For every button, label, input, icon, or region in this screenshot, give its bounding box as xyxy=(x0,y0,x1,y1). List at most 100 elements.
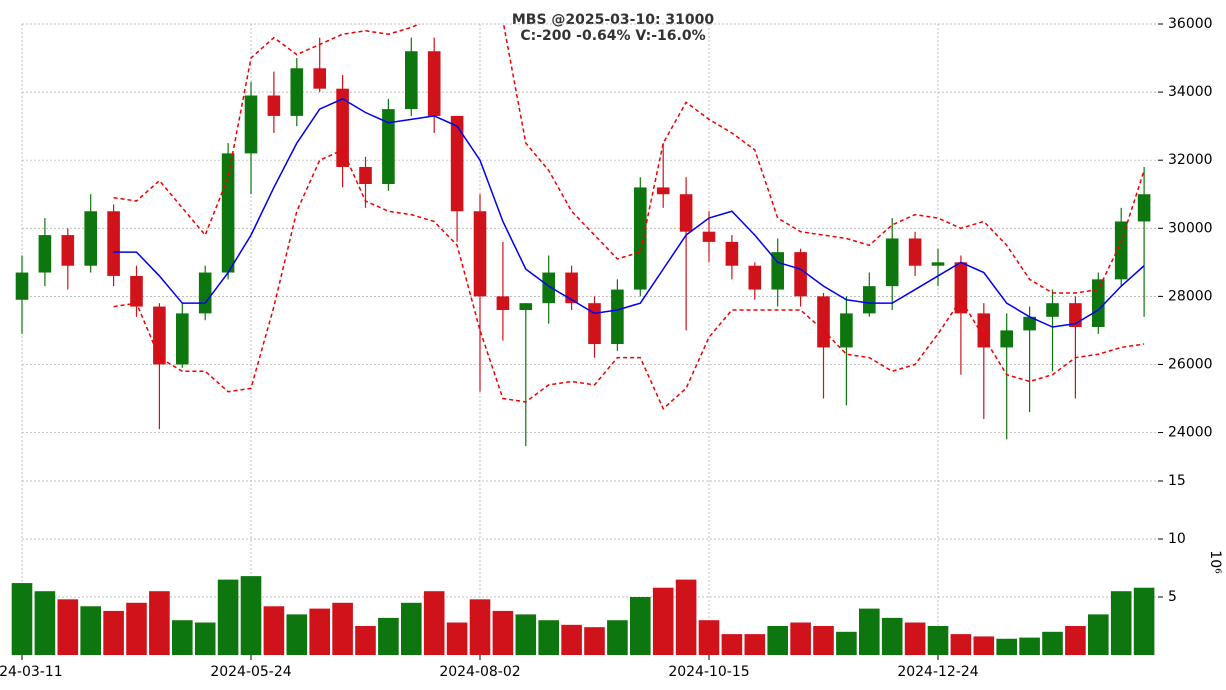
volume-axis-label: 10⁶ xyxy=(1207,550,1223,574)
y-tick-label: 26000 xyxy=(1168,356,1213,372)
volume-bar xyxy=(1087,614,1109,655)
candle-body xyxy=(840,313,853,348)
candle-body xyxy=(1137,194,1151,222)
volume-bar xyxy=(1042,631,1063,655)
volume-bar xyxy=(629,597,651,655)
volume-bar xyxy=(217,579,239,655)
volume-bar xyxy=(469,599,491,655)
candle-body xyxy=(221,153,235,273)
candle-body xyxy=(1023,316,1036,331)
volume-bar xyxy=(286,614,308,655)
volume-bar xyxy=(561,624,582,655)
volume-bar xyxy=(584,627,605,655)
candle-body xyxy=(84,211,97,266)
candle-body xyxy=(427,51,441,116)
candle-body xyxy=(817,296,830,348)
volume-bar xyxy=(721,634,743,655)
candle-body xyxy=(176,313,189,365)
candle-body xyxy=(61,235,75,266)
candle-body xyxy=(725,241,739,266)
x-tick-label: 2024-10-15 xyxy=(668,664,749,680)
volume-bar xyxy=(767,626,789,655)
candle-body xyxy=(290,68,304,116)
volume-bar xyxy=(858,608,880,655)
candle-body xyxy=(267,95,281,116)
y-tick-label: 30000 xyxy=(1168,220,1213,236)
candle-body xyxy=(679,194,693,232)
candle-body xyxy=(130,275,143,307)
candle-body xyxy=(107,211,120,276)
y-tick-label: 32000 xyxy=(1168,152,1213,168)
candle-body xyxy=(634,187,647,290)
volume-bar xyxy=(34,591,56,655)
volume-bar xyxy=(813,626,834,655)
volume-bar xyxy=(400,602,422,655)
candle-body xyxy=(931,262,945,266)
volume-bar xyxy=(194,622,216,655)
candle-body xyxy=(588,303,601,345)
candle-body xyxy=(1092,279,1105,328)
y-tick-label: 34000 xyxy=(1168,84,1213,100)
bollinger-band xyxy=(113,24,1145,294)
volume-bar xyxy=(423,591,445,655)
volume-bar xyxy=(332,602,353,655)
volume-bar xyxy=(927,626,949,655)
x-tick-label: 2024-12-24 xyxy=(897,664,978,680)
volume-bar xyxy=(355,626,376,655)
y-tick-label: 24000 xyxy=(1168,425,1213,441)
volume-bar xyxy=(378,617,399,655)
x-tick-label: 2024-08-02 xyxy=(439,664,520,680)
volume-bar xyxy=(57,599,79,655)
y2-tick-label: 5 xyxy=(1168,589,1177,605)
candle-body xyxy=(450,115,464,212)
chart-subtitle: C:-200 -0.64% V:-16.0% xyxy=(520,28,705,44)
candle-body xyxy=(244,95,258,154)
volume-bar xyxy=(1019,637,1040,655)
candle-body xyxy=(519,303,533,310)
volume-bar xyxy=(171,620,193,655)
candle-body xyxy=(542,272,555,304)
overlay-lines xyxy=(113,24,1145,410)
candle-body xyxy=(954,262,968,314)
candle-body xyxy=(198,272,212,314)
candle-body xyxy=(656,187,670,195)
candle-body xyxy=(382,109,395,185)
volume-bar xyxy=(149,591,170,655)
volume-bar xyxy=(1065,626,1086,655)
volume-bar xyxy=(996,638,1018,655)
volume-bar xyxy=(790,622,811,655)
volume-bar xyxy=(675,579,697,655)
volume-bar xyxy=(836,631,857,655)
x-tick-label: 2024-05-24 xyxy=(210,664,291,680)
candle-body xyxy=(611,289,624,345)
y-tick-label: 36000 xyxy=(1168,16,1213,32)
candle-body xyxy=(565,272,578,304)
volume-bar xyxy=(240,576,262,655)
candle-body xyxy=(748,265,762,290)
volume-bar xyxy=(515,614,537,655)
candle-body xyxy=(885,238,899,287)
volume-bar xyxy=(698,620,720,655)
volume-bar xyxy=(80,606,102,655)
candle-body xyxy=(38,235,52,273)
candle-body xyxy=(977,313,991,348)
candle-body xyxy=(1114,221,1128,280)
y2-tick-label: 15 xyxy=(1168,473,1186,489)
volume-bar xyxy=(1133,587,1155,655)
volume-bar xyxy=(744,634,766,655)
candle-body xyxy=(702,231,716,242)
volume-bar xyxy=(103,610,124,655)
candle-body xyxy=(473,211,487,297)
x-tick-label: 2024-03-11 xyxy=(0,664,63,680)
candle-body xyxy=(1000,330,1013,348)
candle-body xyxy=(863,286,876,314)
candle-body xyxy=(336,88,349,167)
volume-bar xyxy=(973,636,995,655)
volume-bar xyxy=(263,606,285,655)
volume-bar xyxy=(950,634,972,655)
volume-bar xyxy=(126,602,147,655)
volume-bar xyxy=(309,608,331,655)
candle-body xyxy=(794,252,807,297)
volume-bar xyxy=(881,617,903,655)
